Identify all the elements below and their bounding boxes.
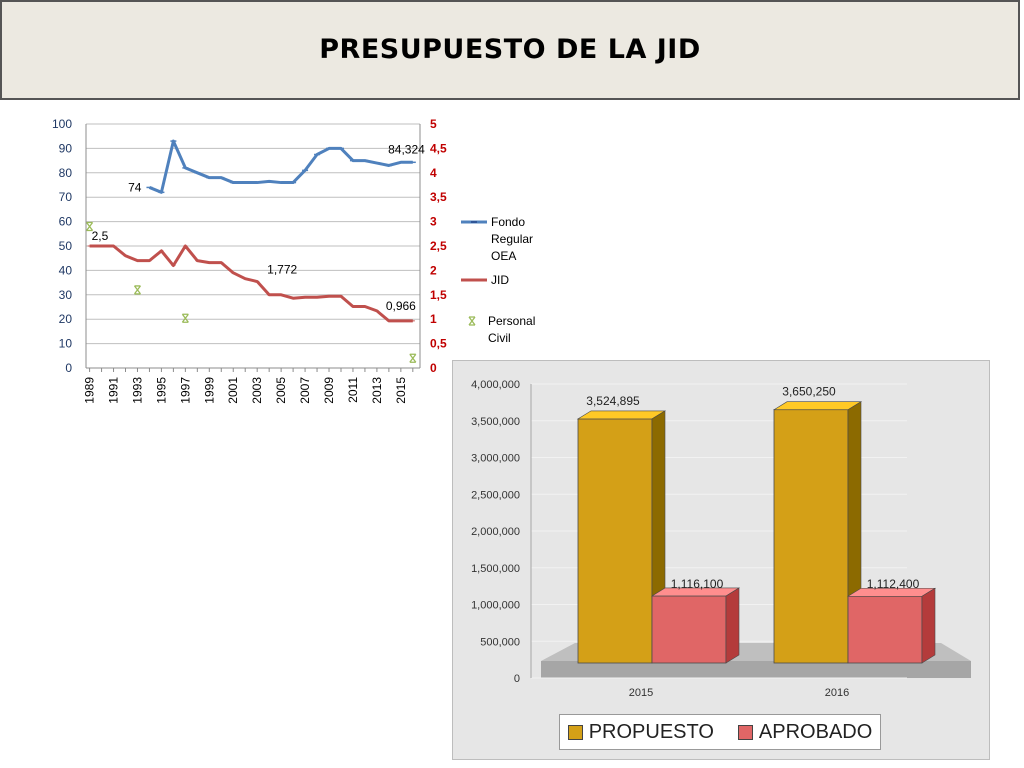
y-right-tick-label: 3,5 bbox=[430, 190, 447, 204]
chart-floor-edge bbox=[541, 661, 971, 678]
bar-side-aprobado-2016 bbox=[921, 587, 936, 664]
y-right-tick-label: 0 bbox=[430, 361, 437, 375]
legend-swatch-personal-civil bbox=[468, 316, 476, 326]
y-left-tick-label: 10 bbox=[59, 337, 73, 351]
legend-item-propuesto: PROPUESTO bbox=[567, 720, 714, 744]
y-right-tick-label: 2,5 bbox=[430, 239, 447, 253]
bar-side-aprobado-2015 bbox=[725, 587, 740, 664]
legend-label-propuesto: PROPUESTO bbox=[588, 720, 714, 743]
x-tick-label: 1999 bbox=[202, 377, 216, 404]
data-label: 0,966 bbox=[386, 299, 416, 313]
x-tick-label: 2007 bbox=[298, 377, 312, 404]
y-left-tick-label: 40 bbox=[59, 263, 73, 277]
x-tick-label: 2001 bbox=[226, 377, 240, 404]
y-left-tick-label: 20 bbox=[59, 312, 73, 326]
bar-value-label: 3,524,895 bbox=[586, 394, 640, 408]
y-right-tick-label: 1 bbox=[430, 312, 437, 326]
data-point-personal-civil bbox=[181, 313, 189, 323]
y-tick-label: 3,000,000 bbox=[471, 453, 520, 465]
y-right-tick-label: 0,5 bbox=[430, 337, 447, 351]
page-title: PRESUPUESTO DE LA JID bbox=[319, 34, 701, 65]
bar-top-propuesto-2015 bbox=[576, 410, 667, 420]
y-left-tick-label: 50 bbox=[59, 239, 73, 253]
series-line-jid bbox=[89, 244, 413, 323]
y-right-tick-label: 2 bbox=[430, 263, 437, 277]
legend-label-fondo: Fondo Regular OEA bbox=[491, 215, 533, 263]
x-tick-label: 2003 bbox=[250, 377, 264, 404]
bar-chart: 0 500,000 1,000,000 1,500,000 2,000,000 2,500… bbox=[471, 379, 971, 699]
bar-aprobado-2015 bbox=[651, 595, 727, 664]
y-left-tick-label: 80 bbox=[59, 166, 73, 180]
x-tick-label: 2013 bbox=[370, 377, 384, 404]
data-point-personal-civil bbox=[86, 221, 94, 232]
bar-propuesto-2015 bbox=[577, 418, 653, 664]
line-chart: 0 10 20 30 40 50 60 70 80 90 100 0 0,5 1 1,5 2 2,5 3 3,5 4 4… bbox=[52, 117, 535, 404]
x-tick-label: 2015 bbox=[394, 377, 408, 404]
x-tick-label: 2015 bbox=[629, 687, 653, 699]
bar-chart-legend: PROPUESTO APROBADO bbox=[559, 714, 881, 750]
y-right-tick-label: 4 bbox=[430, 166, 437, 180]
y-left-tick-label: 60 bbox=[59, 215, 73, 229]
legend-label-jid: JID bbox=[491, 273, 509, 287]
y-tick-label: 1,000,000 bbox=[471, 600, 520, 612]
legend-swatch-propuesto bbox=[567, 724, 583, 740]
data-label: 2,5 bbox=[92, 229, 109, 243]
bar-propuesto-2016 bbox=[773, 409, 849, 664]
x-tick-label: 1989 bbox=[83, 377, 97, 404]
data-point-personal-civil bbox=[133, 285, 141, 295]
y-tick-label: 4,000,000 bbox=[471, 379, 520, 391]
bar-chart-panel: 0 500,000 1,000,000 1,500,000 2,000,000 2,500… bbox=[452, 360, 990, 760]
legend-label-personal-civil-line: Personal bbox=[488, 314, 535, 328]
x-tick-label: 2016 bbox=[825, 687, 849, 699]
y-left-tick-label: 30 bbox=[59, 288, 73, 302]
y-right-tick-label: 3 bbox=[430, 215, 437, 229]
x-tick-label: 2011 bbox=[346, 377, 360, 403]
x-tick-label: 1995 bbox=[154, 377, 168, 404]
data-label: 74 bbox=[128, 180, 142, 194]
x-tick-label: 1991 bbox=[107, 377, 121, 404]
bar-aprobado-2016 bbox=[847, 595, 923, 664]
data-label: 1,772 bbox=[267, 263, 297, 277]
bar-value-label: 1,112,400 bbox=[867, 577, 920, 591]
y-tick-label: 1,500,000 bbox=[471, 563, 520, 575]
bar-value-label: 3,650,250 bbox=[782, 385, 836, 399]
x-tick-label: 2005 bbox=[274, 377, 288, 404]
data-point-personal-civil bbox=[409, 353, 417, 363]
data-label: 84,324 bbox=[388, 142, 425, 156]
x-tick-label: 2009 bbox=[322, 377, 336, 404]
legend-label-fondo-line: Fondo bbox=[491, 215, 525, 229]
y-left-tick-label: 0 bbox=[65, 361, 72, 375]
x-tick-label: 1997 bbox=[178, 377, 192, 404]
y-tick-label: 3,500,000 bbox=[471, 416, 520, 428]
legend-label-personal-civil-line: Civil bbox=[488, 331, 511, 345]
legend-label-personal-civil: Personal Civil bbox=[488, 314, 535, 345]
legend-label-aprobado: APROBADO bbox=[758, 720, 873, 743]
y-left-tick-label: 90 bbox=[59, 141, 73, 155]
bar-value-label: 1,116,100 bbox=[671, 577, 724, 591]
legend-label-fondo-line: OEA bbox=[491, 249, 516, 263]
y-left-tick-label: 70 bbox=[59, 190, 73, 204]
y-tick-label: 0 bbox=[514, 673, 520, 685]
x-tick-label: 1993 bbox=[130, 377, 144, 404]
y-tick-label: 2,000,000 bbox=[471, 526, 520, 538]
y-right-tick-label: 1,5 bbox=[430, 288, 447, 302]
legend-swatch-aprobado bbox=[737, 724, 753, 740]
legend-item-aprobado: APROBADO bbox=[737, 720, 873, 744]
legend-label-fondo-line: Regular bbox=[491, 232, 533, 246]
y-tick-label: 2,500,000 bbox=[471, 489, 520, 501]
bar-top-propuesto-2016 bbox=[772, 401, 863, 411]
y-right-tick-label: 5 bbox=[430, 117, 437, 131]
title-bar: PRESUPUESTO DE LA JID bbox=[0, 0, 1020, 100]
y-right-tick-label: 4,5 bbox=[430, 141, 447, 155]
y-tick-label: 500,000 bbox=[480, 636, 520, 648]
y-left-tick-label: 100 bbox=[52, 117, 72, 131]
